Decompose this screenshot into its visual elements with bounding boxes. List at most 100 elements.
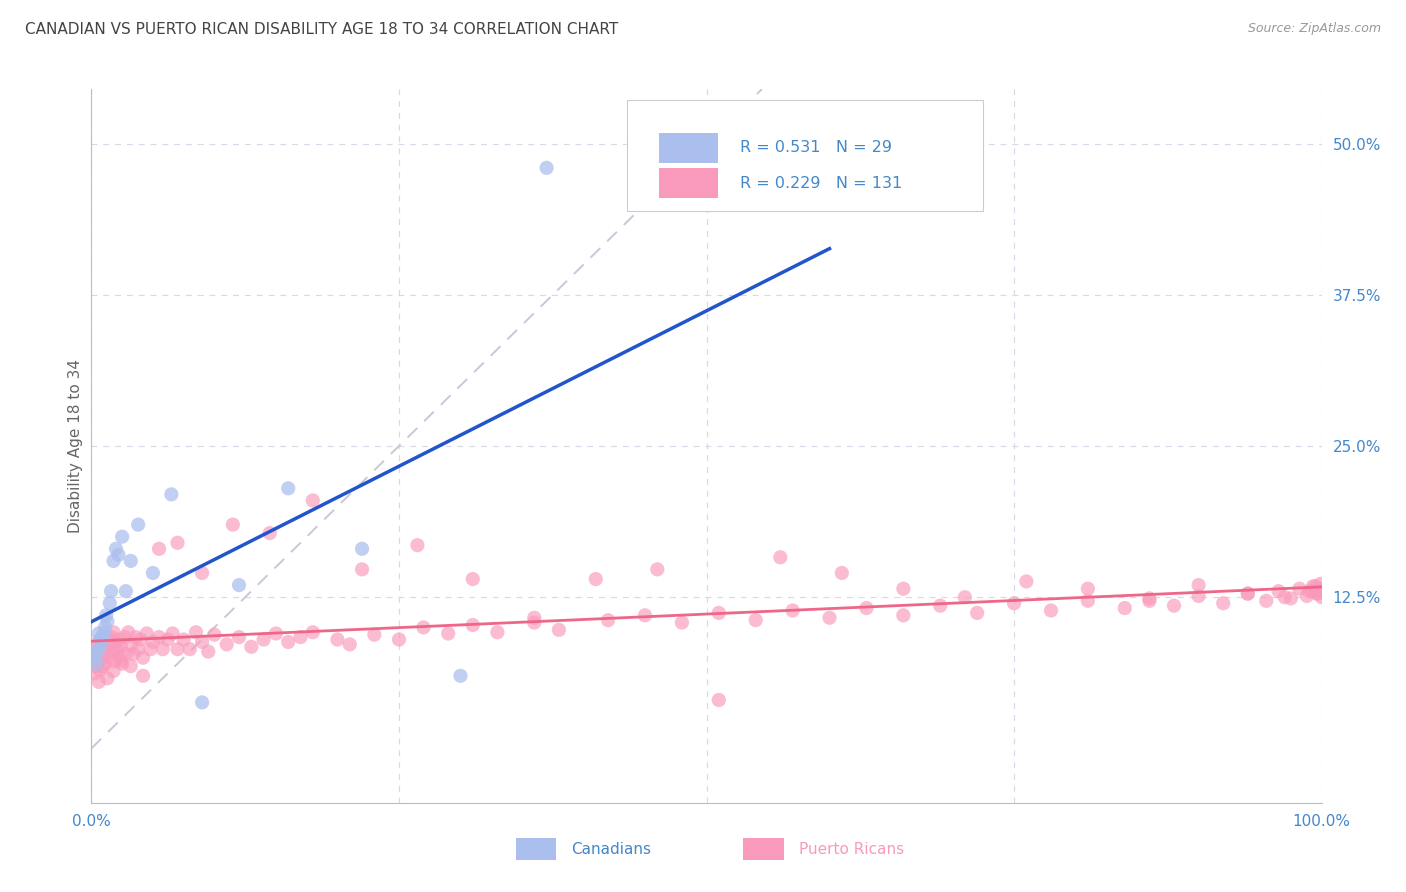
Point	[523, 611, 546, 625]
Point	[142, 566, 165, 580]
Text: Canadians: Canadians	[571, 842, 651, 856]
Point	[93, 626, 115, 640]
Point	[352, 562, 374, 576]
Point	[83, 647, 105, 661]
Point	[98, 596, 121, 610]
Point	[96, 608, 117, 623]
Point	[105, 635, 127, 649]
Point	[259, 526, 281, 541]
Point	[1077, 582, 1099, 596]
Point	[84, 659, 107, 673]
Point	[110, 654, 132, 668]
Point	[1267, 584, 1289, 599]
Point	[671, 615, 693, 630]
Point	[94, 620, 117, 634]
Point	[84, 666, 107, 681]
Point	[891, 582, 914, 596]
Point	[486, 625, 509, 640]
Point	[228, 630, 250, 644]
Point	[596, 613, 619, 627]
Point	[122, 647, 145, 661]
Point	[437, 626, 460, 640]
Text: R = 0.229   N = 131: R = 0.229 N = 131	[740, 176, 903, 191]
Point	[1298, 584, 1320, 599]
Point	[124, 630, 146, 644]
Point	[96, 630, 117, 644]
Point	[412, 620, 434, 634]
Point	[87, 635, 110, 649]
Point	[1274, 590, 1296, 604]
Point	[84, 645, 107, 659]
Point	[1002, 596, 1025, 610]
Point	[152, 642, 174, 657]
Point	[107, 548, 129, 562]
Point	[585, 572, 607, 586]
Point	[966, 606, 988, 620]
Point	[89, 632, 111, 647]
Point	[1256, 594, 1278, 608]
Point	[547, 623, 569, 637]
Text: CANADIAN VS PUERTO RICAN DISABILITY AGE 18 TO 34 CORRELATION CHART: CANADIAN VS PUERTO RICAN DISABILITY AGE …	[25, 22, 619, 37]
Point	[191, 635, 214, 649]
Point	[127, 642, 149, 657]
Point	[129, 632, 152, 647]
Point	[173, 632, 195, 647]
Point	[105, 541, 127, 556]
Point	[87, 626, 110, 640]
Point	[86, 654, 108, 668]
Point	[215, 637, 238, 651]
Point	[114, 584, 138, 599]
Point	[94, 657, 117, 671]
Point	[634, 608, 657, 623]
Point	[100, 584, 122, 599]
Point	[536, 161, 558, 175]
Point	[1237, 586, 1260, 600]
Point	[156, 632, 179, 647]
FancyBboxPatch shape	[627, 100, 983, 211]
Point	[352, 541, 374, 556]
Point	[406, 538, 429, 552]
Point	[301, 625, 323, 640]
Point	[110, 640, 132, 654]
Point	[90, 632, 112, 647]
Point	[253, 632, 276, 647]
Point	[1163, 599, 1185, 613]
Point	[160, 487, 183, 501]
Point	[1139, 591, 1161, 606]
Point	[953, 590, 976, 604]
Point	[139, 642, 162, 657]
Point	[449, 669, 471, 683]
Point	[91, 650, 114, 665]
Point	[1306, 586, 1329, 600]
Point	[166, 535, 188, 549]
Point	[1187, 589, 1209, 603]
Point	[100, 630, 122, 644]
Point	[929, 599, 952, 613]
Point	[83, 650, 105, 665]
Point	[184, 625, 207, 640]
Point	[1077, 594, 1099, 608]
Point	[111, 657, 134, 671]
Point	[114, 647, 138, 661]
Point	[831, 566, 853, 580]
Point	[1305, 586, 1327, 600]
Point	[301, 493, 323, 508]
Point	[1187, 578, 1209, 592]
Point	[97, 637, 120, 651]
Point	[1288, 582, 1310, 596]
Point	[277, 481, 299, 495]
Point	[86, 642, 108, 657]
Point	[179, 642, 201, 657]
Point	[91, 630, 114, 644]
Point	[162, 626, 184, 640]
Point	[132, 669, 155, 683]
Point	[120, 639, 142, 653]
Point	[1310, 584, 1333, 599]
Point	[90, 639, 112, 653]
Point	[91, 659, 114, 673]
Point	[228, 578, 250, 592]
Point	[1015, 574, 1038, 589]
Point	[707, 693, 730, 707]
Point	[1296, 589, 1319, 603]
Point	[222, 517, 245, 532]
